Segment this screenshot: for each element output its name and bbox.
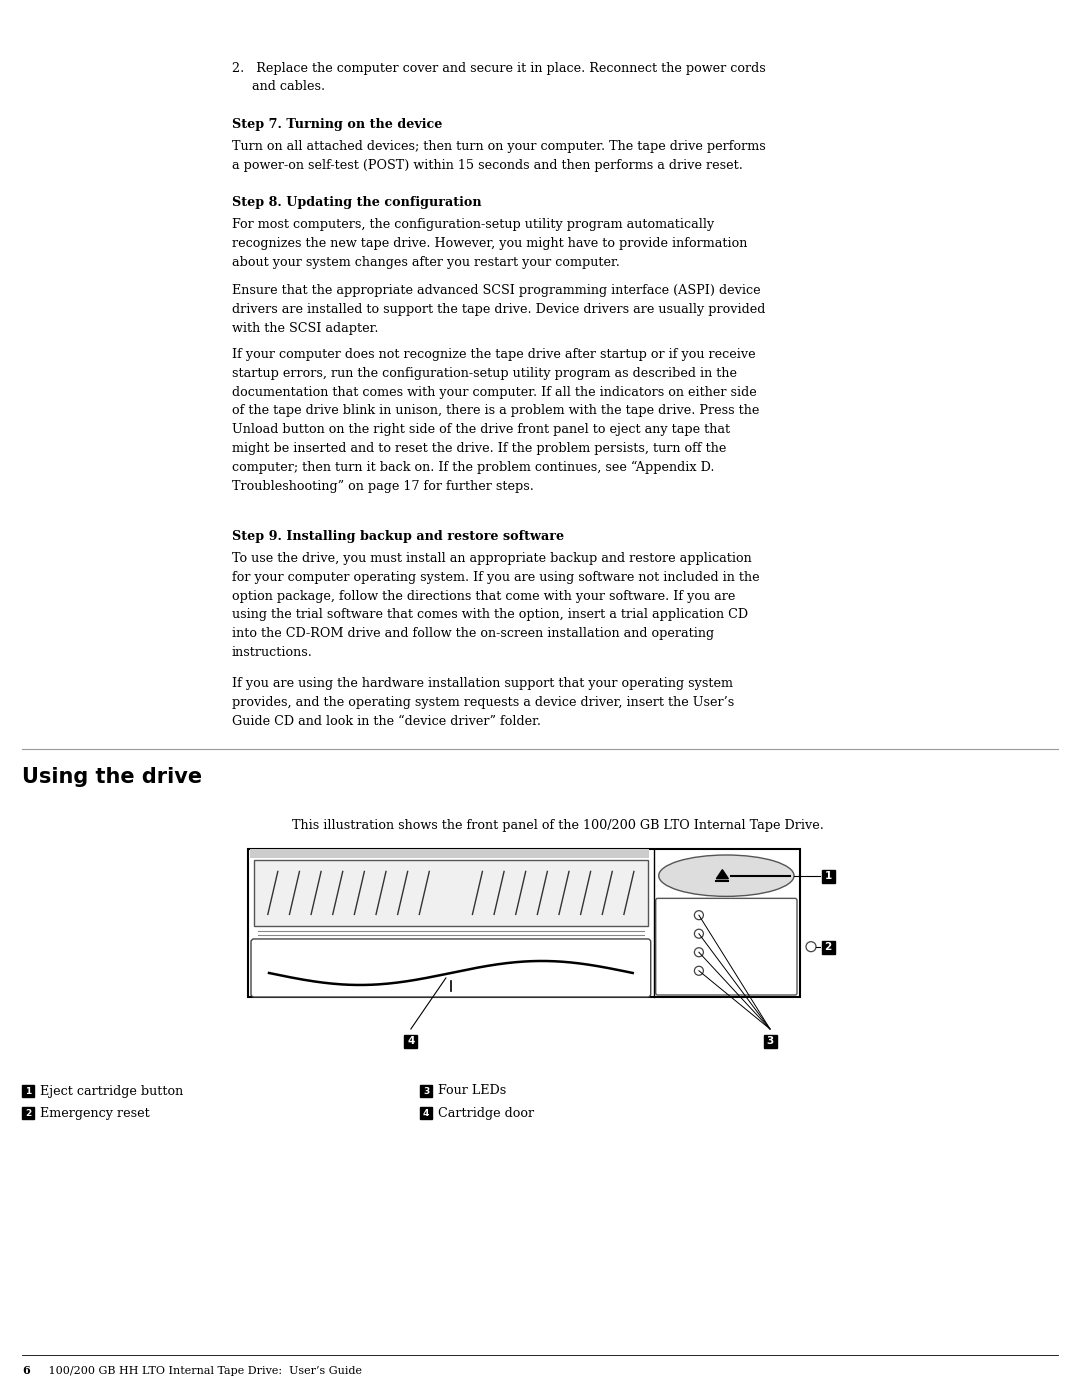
Circle shape [694, 967, 703, 975]
Text: 2: 2 [824, 942, 832, 953]
Text: Emergency reset: Emergency reset [40, 1106, 150, 1119]
Bar [22, 1085, 33, 1097]
Text: This illustration shows the front panel of the 100/200 GB LTO Internal Tape Driv: This illustration shows the front panel … [292, 819, 824, 833]
Text: Four LEDs: Four LEDs [438, 1084, 507, 1098]
Text: Ensure that the appropriate advanced SCSI programming interface (ASPI) device
dr: Ensure that the appropriate advanced SCS… [232, 284, 766, 335]
Text: 2.   Replace the computer cover and secure it in place. Reconnect the power cord: 2. Replace the computer cover and secure… [232, 61, 766, 75]
Text: If you are using the hardware installation support that your operating system
pr: If you are using the hardware installati… [232, 678, 734, 728]
Text: Using the drive: Using the drive [22, 767, 202, 787]
Text: Step 7. Turning on the device: Step 7. Turning on the device [232, 117, 443, 131]
Text: 4: 4 [407, 1037, 415, 1046]
Text: 1: 1 [824, 872, 832, 882]
FancyBboxPatch shape [656, 898, 797, 995]
Text: 2: 2 [25, 1108, 31, 1118]
Circle shape [694, 911, 703, 919]
Bar [822, 940, 835, 954]
Text: Turn on all attached devices; then turn on your computer. The tape drive perform: Turn on all attached devices; then turn … [232, 140, 766, 172]
Circle shape [694, 929, 703, 939]
Ellipse shape [659, 855, 794, 897]
Text: If your computer does not recognize the tape drive after startup or if you recei: If your computer does not recognize the … [232, 348, 759, 493]
Text: 4: 4 [422, 1108, 429, 1118]
Text: To use the drive, you must install an appropriate backup and restore application: To use the drive, you must install an ap… [232, 552, 759, 659]
Text: 100/200 GB HH LTO Internal Tape Drive:  User’s Guide: 100/200 GB HH LTO Internal Tape Drive: U… [38, 1366, 362, 1376]
Bar [249, 849, 649, 858]
Text: Step 8. Updating the configuration: Step 8. Updating the configuration [232, 196, 482, 210]
Bar [404, 1035, 417, 1048]
Text: and cables.: and cables. [252, 80, 325, 94]
FancyBboxPatch shape [251, 939, 651, 997]
Bar [822, 870, 835, 883]
Text: 3: 3 [423, 1087, 429, 1095]
Text: 1: 1 [25, 1087, 31, 1095]
Text: Step 9. Installing backup and restore software: Step 9. Installing backup and restore so… [232, 529, 564, 543]
Text: 6: 6 [22, 1365, 30, 1376]
Bar [254, 861, 648, 926]
Circle shape [694, 947, 703, 957]
Circle shape [806, 942, 816, 951]
Text: 3: 3 [767, 1037, 773, 1046]
Bar [22, 1106, 33, 1119]
Bar [764, 1035, 777, 1048]
Polygon shape [716, 870, 728, 879]
Text: For most computers, the configuration-setup utility program automatically
recogn: For most computers, the configuration-se… [232, 218, 747, 268]
Text: Eject cartridge button: Eject cartridge button [40, 1084, 184, 1098]
Text: Cartridge door: Cartridge door [438, 1106, 535, 1119]
Bar [420, 1106, 432, 1119]
Bar [420, 1085, 432, 1097]
Bar [248, 849, 800, 997]
